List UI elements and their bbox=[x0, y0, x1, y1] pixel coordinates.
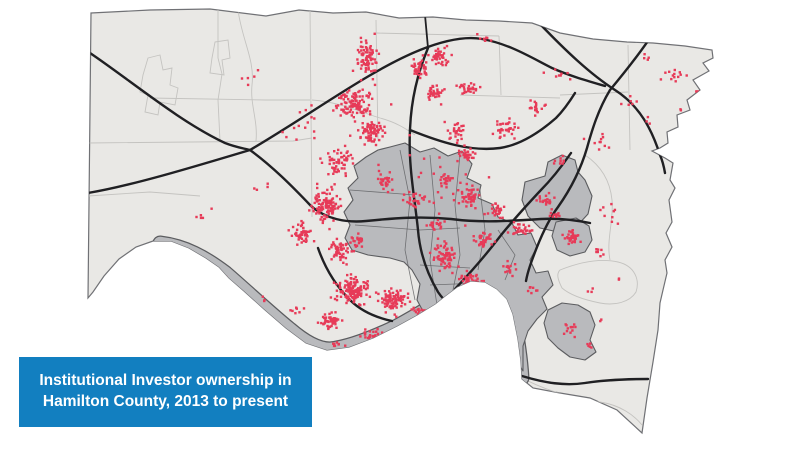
map-title-line1: Institutional Investor ownership in bbox=[39, 372, 292, 390]
highway-i75-north-south bbox=[408, 46, 453, 308]
map-title-line2: Hamilton County, 2013 to present bbox=[42, 393, 289, 410]
highway-northeast-descending bbox=[538, 22, 667, 175]
highway-west-feeder bbox=[88, 148, 252, 195]
highway-northwest-diagonal bbox=[88, 51, 252, 152]
map-title-box: Institutional Investor ownership in Hami… bbox=[19, 357, 312, 427]
highway-norwood-lateral bbox=[408, 91, 577, 151]
highway-us52-east bbox=[520, 374, 650, 386]
township-boundaries-layer bbox=[88, 9, 643, 426]
highway-cross-county bbox=[248, 148, 592, 225]
highway-north-stub bbox=[424, 14, 429, 49]
highway-downtown-diagonal bbox=[453, 151, 573, 291]
investor-dots-layer bbox=[195, 32, 702, 349]
highways-layer bbox=[88, 14, 667, 386]
highway-i71-corridor bbox=[524, 36, 652, 283]
highway-north-arc bbox=[248, 36, 607, 152]
